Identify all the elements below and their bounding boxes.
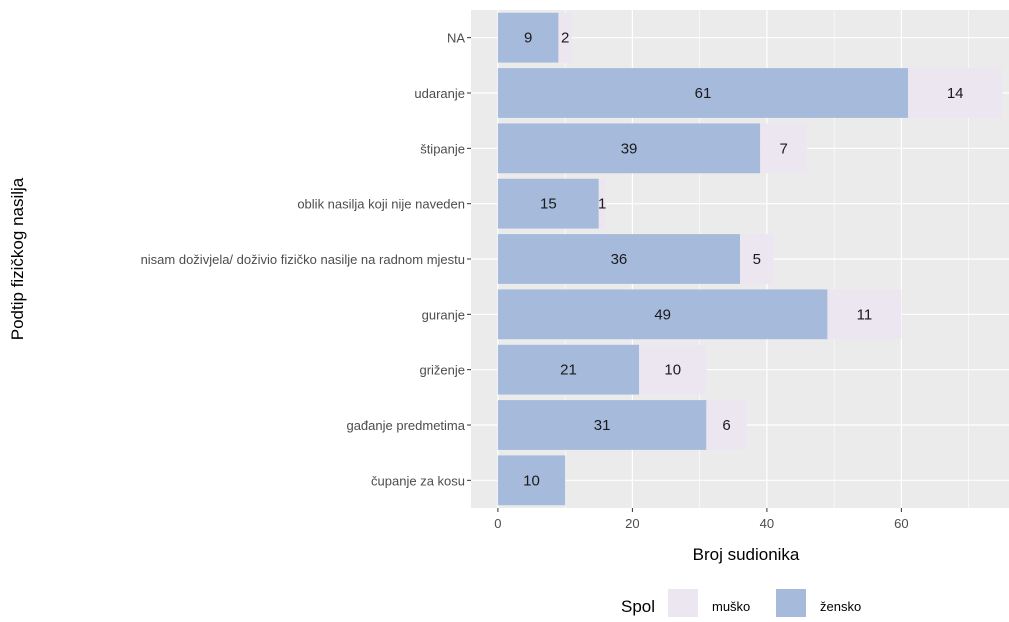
y-tick-label: oblik nasilja koji nije naveden: [297, 197, 465, 212]
bar-label-zensko: 21: [560, 362, 577, 379]
y-tick-label: NA: [447, 31, 465, 46]
bar-zensko: [497, 400, 707, 450]
bar-musko: [908, 68, 1003, 118]
x-tick-label: 0: [494, 516, 501, 531]
bar-musko: [558, 12, 572, 63]
y-tick-label: guranje: [422, 307, 465, 322]
y-tick-label: gađanje predmetima: [346, 418, 465, 433]
bar-zensko: [497, 68, 909, 118]
bar-zensko: [497, 123, 761, 174]
y-tick-label: nisam doživjela/ doživio fizičko nasilje…: [141, 252, 465, 267]
bar-zensko: [497, 289, 828, 340]
bar-label-zensko: 15: [540, 196, 557, 213]
bar-label-zensko: 31: [594, 417, 611, 434]
legend-key-zensko: [776, 589, 806, 619]
bar-label-zensko: 36: [611, 251, 628, 268]
bar-label-musko: 11: [857, 306, 873, 323]
bar-musko: [639, 344, 707, 395]
y-axis-title: Podtip fizičkog nasilja: [8, 177, 27, 340]
bar-zensko: [497, 234, 740, 284]
x-tick-label: 20: [625, 516, 639, 531]
x-axis: 0 20 40 60: [494, 508, 909, 531]
bar-label-zensko: 49: [654, 306, 671, 323]
bar-zensko: [497, 455, 566, 506]
bar-labels: 9 2 61 14 39 7 15 1 36 5 49 11 21 10 31 6 10: [523, 30, 963, 490]
bar-zensko: [497, 178, 599, 229]
bars: [497, 12, 1003, 506]
bar-label-musko: 1: [598, 196, 606, 213]
bar-label-zensko: 61: [695, 85, 712, 102]
y-tick-label: štipanje: [420, 141, 465, 156]
legend: Spol muško žensko: [621, 589, 861, 619]
y-axis: NA udaranje štipanje oblik nasilja koji nij…: [141, 31, 471, 488]
bar-musko: [760, 123, 808, 174]
y-tick-label: čupanje za kosu: [371, 473, 465, 488]
bar-label-zensko: 9: [524, 30, 532, 47]
legend-label-musko: muško: [712, 599, 750, 614]
x-tick-label: 40: [760, 516, 774, 531]
bar-label-musko: 5: [753, 251, 761, 268]
bar-musko: [706, 400, 747, 450]
y-tick-label: griženje: [419, 363, 465, 378]
bar-label-musko: 10: [664, 362, 681, 379]
bar-zensko: [497, 344, 640, 395]
bar-musko: [740, 234, 774, 284]
bar-label-musko: 7: [780, 140, 788, 157]
legend-key-musko: [668, 589, 698, 619]
bar-label-musko: 2: [561, 30, 569, 47]
bar-musko: [827, 289, 902, 340]
bar-label-zensko: 10: [523, 472, 540, 489]
bar-label-zensko: 39: [621, 140, 638, 157]
x-axis-title: Broj sudionika: [693, 545, 800, 564]
legend-label-zensko: žensko: [820, 599, 861, 614]
bar-label-musko: 14: [947, 85, 964, 102]
bar-zensko: [497, 12, 559, 63]
bar-musko: [598, 178, 606, 229]
legend-title: Spol: [621, 597, 655, 616]
x-tick-label: 60: [894, 516, 908, 531]
y-tick-label: udaranje: [414, 86, 465, 101]
bar-label-musko: 6: [722, 417, 730, 434]
